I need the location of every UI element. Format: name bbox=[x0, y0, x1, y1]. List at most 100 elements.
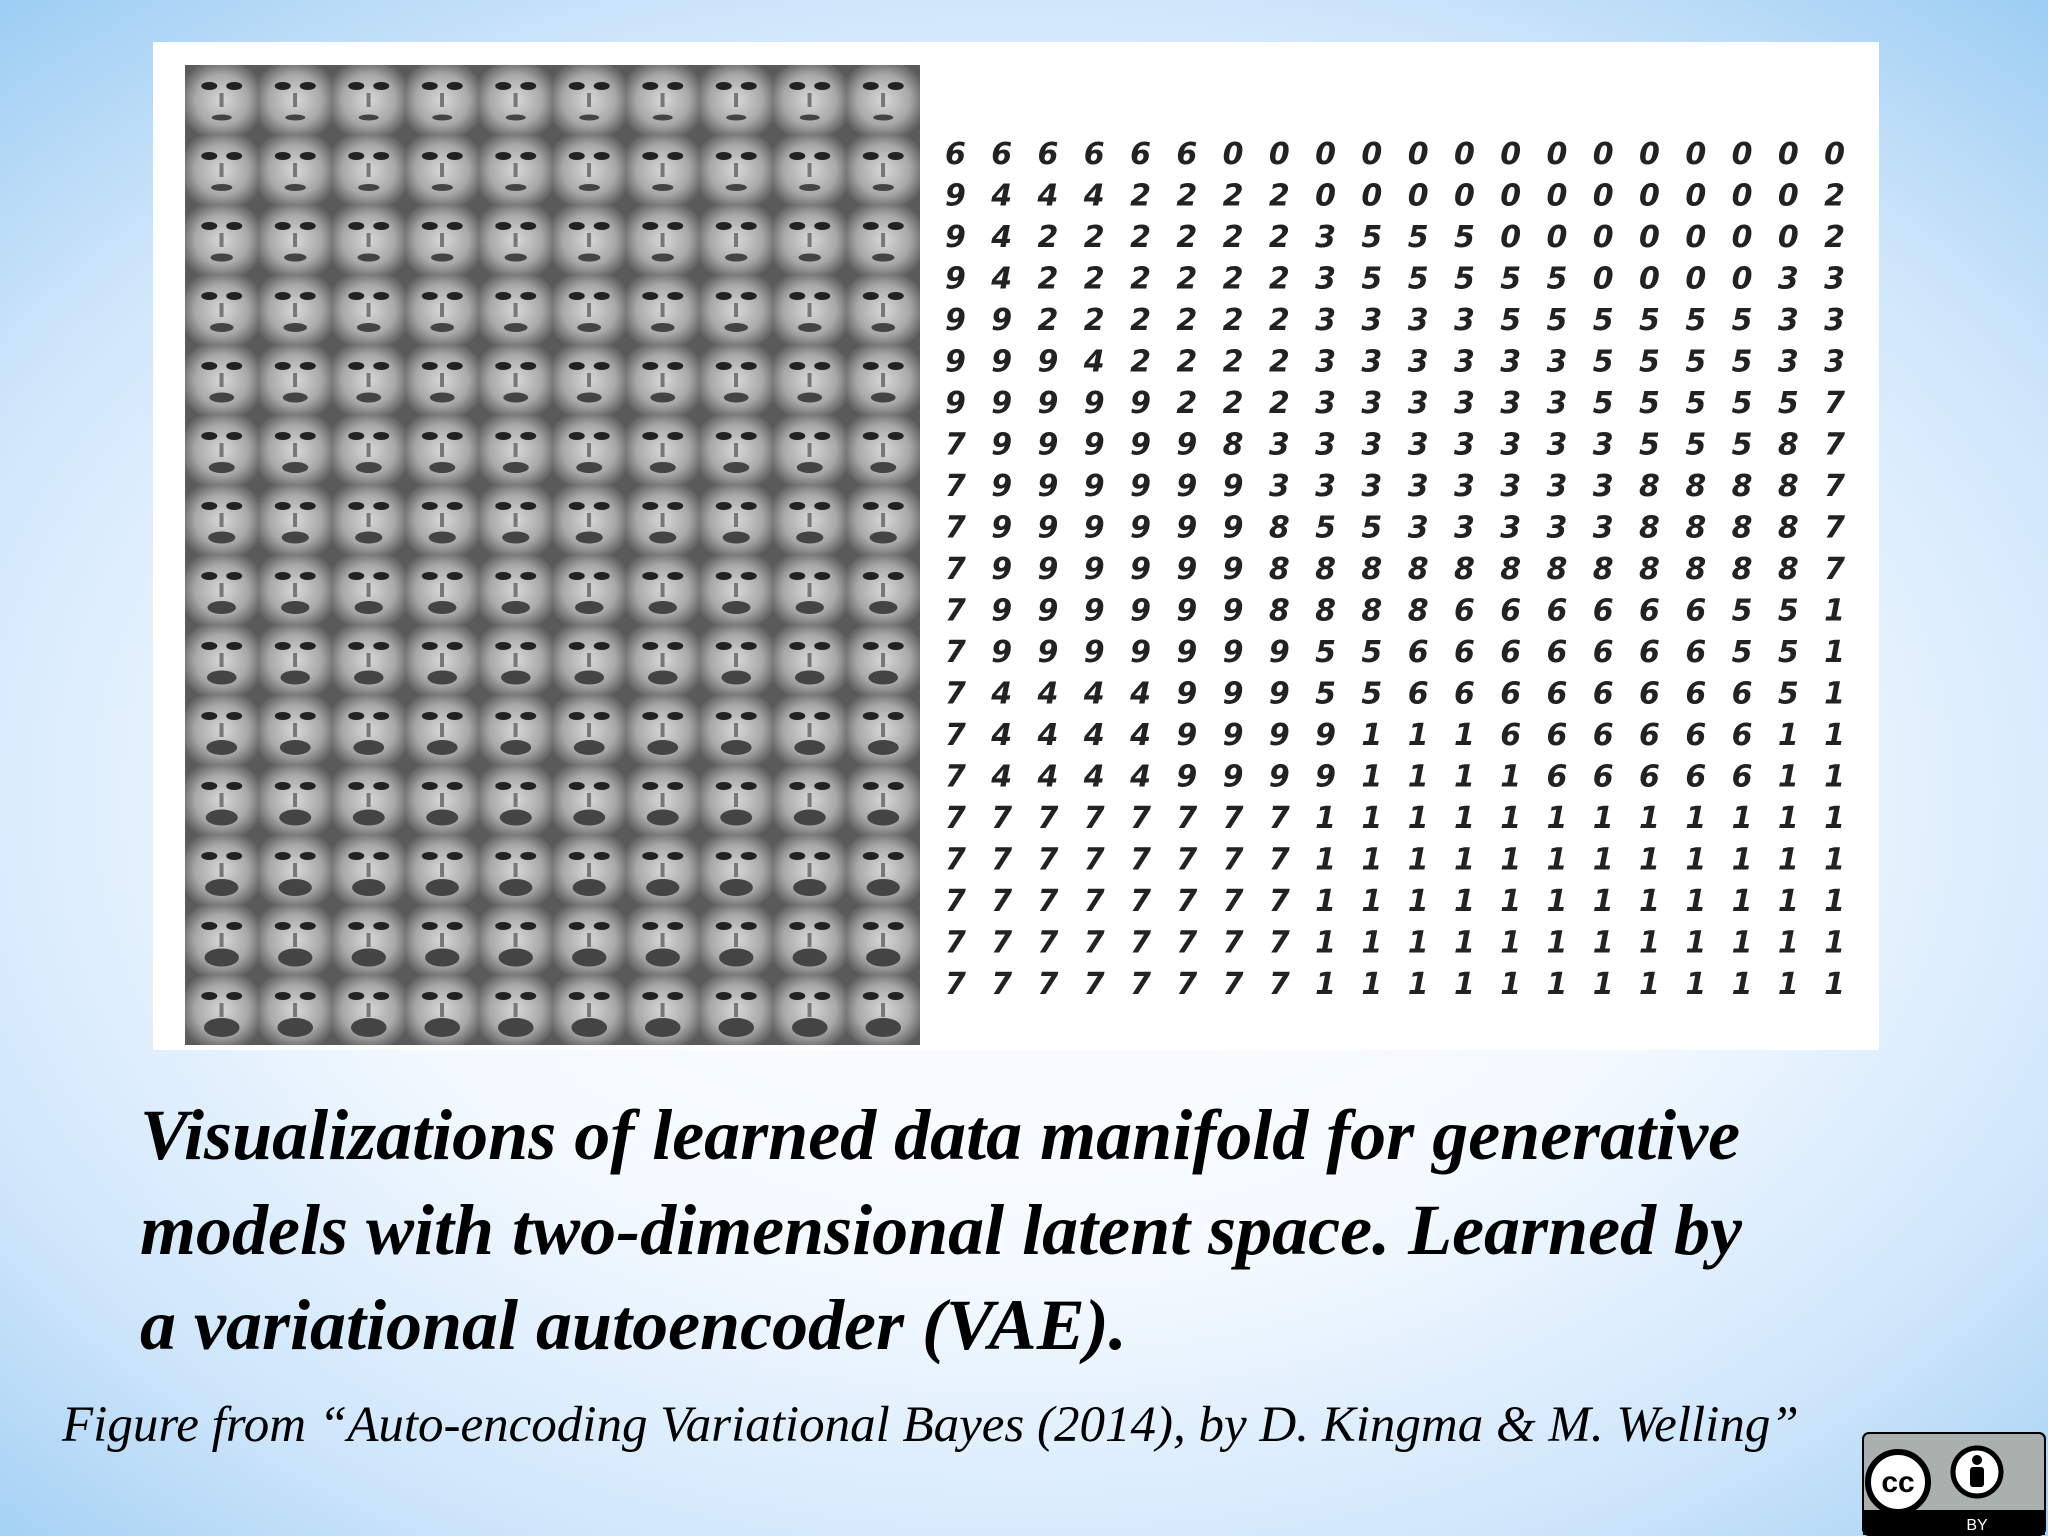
face-tile bbox=[258, 275, 332, 345]
eye bbox=[226, 992, 243, 1000]
eye bbox=[201, 362, 218, 370]
eye bbox=[495, 782, 512, 790]
nose bbox=[513, 793, 518, 807]
face-tile bbox=[258, 765, 332, 835]
eye bbox=[740, 922, 757, 930]
nose bbox=[587, 513, 592, 527]
face-tile bbox=[773, 135, 847, 205]
eye bbox=[348, 992, 365, 1000]
face-tile bbox=[626, 275, 700, 345]
face-tile bbox=[405, 345, 479, 415]
eye bbox=[740, 712, 757, 720]
eye bbox=[520, 852, 537, 860]
mouth bbox=[502, 531, 530, 544]
face-tile bbox=[699, 415, 773, 485]
face-tile bbox=[626, 555, 700, 625]
nose bbox=[293, 723, 298, 737]
mouth bbox=[208, 531, 236, 544]
digit-row: 74444999556666666651 bbox=[945, 677, 1845, 712]
face-tile bbox=[405, 555, 479, 625]
face-tile bbox=[479, 415, 553, 485]
eye bbox=[495, 222, 512, 230]
face-tile bbox=[185, 485, 259, 555]
eye bbox=[373, 992, 390, 1000]
mouth bbox=[647, 740, 679, 755]
face-tile bbox=[626, 695, 700, 765]
mouth bbox=[720, 809, 753, 826]
eye bbox=[740, 642, 757, 650]
nose bbox=[293, 863, 298, 877]
nose bbox=[587, 93, 592, 107]
eye bbox=[814, 922, 831, 930]
mouth bbox=[645, 948, 680, 967]
face-tile bbox=[405, 275, 479, 345]
eye bbox=[421, 642, 438, 650]
mouth bbox=[652, 114, 673, 121]
mouth bbox=[869, 531, 897, 544]
eye bbox=[814, 782, 831, 790]
eye bbox=[421, 852, 438, 860]
digit-row: 94442222000000000002 bbox=[945, 179, 1845, 214]
mouth bbox=[209, 392, 235, 403]
face-tile bbox=[699, 345, 773, 415]
nose bbox=[660, 303, 665, 317]
eye bbox=[446, 712, 463, 720]
mouth bbox=[205, 879, 239, 896]
eye bbox=[593, 782, 610, 790]
eye bbox=[593, 292, 610, 300]
mouth bbox=[284, 253, 307, 262]
eye bbox=[740, 222, 757, 230]
face-tile bbox=[479, 205, 553, 275]
mouth bbox=[206, 740, 238, 755]
eye bbox=[814, 642, 831, 650]
mouth bbox=[718, 1018, 755, 1037]
nose bbox=[734, 373, 739, 387]
eye bbox=[715, 992, 732, 1000]
face-tile bbox=[258, 555, 332, 625]
nose bbox=[587, 653, 592, 667]
eye bbox=[495, 712, 512, 720]
face-tile bbox=[699, 205, 773, 275]
mouth bbox=[428, 531, 456, 544]
eye bbox=[789, 642, 806, 650]
mouth bbox=[725, 253, 748, 262]
nose bbox=[881, 513, 886, 527]
mouth bbox=[497, 1018, 534, 1037]
eye bbox=[642, 502, 659, 510]
nose bbox=[440, 583, 445, 597]
nose bbox=[513, 723, 518, 737]
mouth bbox=[723, 392, 749, 403]
face-tile bbox=[185, 345, 259, 415]
mouth bbox=[573, 740, 605, 755]
eye bbox=[495, 572, 512, 580]
face-tile bbox=[185, 555, 259, 625]
eye bbox=[862, 712, 879, 720]
eye bbox=[789, 852, 806, 860]
nose bbox=[660, 1003, 665, 1017]
mouth bbox=[794, 670, 825, 685]
mouth bbox=[210, 253, 233, 262]
nose bbox=[440, 443, 445, 457]
mouth bbox=[649, 462, 676, 473]
eye bbox=[887, 222, 904, 230]
eye bbox=[887, 502, 904, 510]
face-tile bbox=[552, 835, 626, 905]
face-tile bbox=[846, 765, 920, 835]
mouth bbox=[205, 809, 238, 826]
nose bbox=[881, 933, 886, 947]
mouth bbox=[578, 184, 600, 191]
nose bbox=[293, 233, 298, 247]
face-tile bbox=[332, 975, 406, 1045]
face-tile bbox=[773, 625, 847, 695]
eye bbox=[348, 362, 365, 370]
eye bbox=[299, 292, 316, 300]
nose bbox=[366, 373, 371, 387]
license-badge: cc BY bbox=[1862, 1432, 2046, 1536]
mouth bbox=[498, 948, 533, 967]
eye bbox=[446, 292, 463, 300]
face-tile bbox=[699, 625, 773, 695]
mouth bbox=[425, 948, 460, 967]
eye bbox=[520, 922, 537, 930]
mouth bbox=[282, 462, 309, 473]
mouth bbox=[355, 531, 383, 544]
